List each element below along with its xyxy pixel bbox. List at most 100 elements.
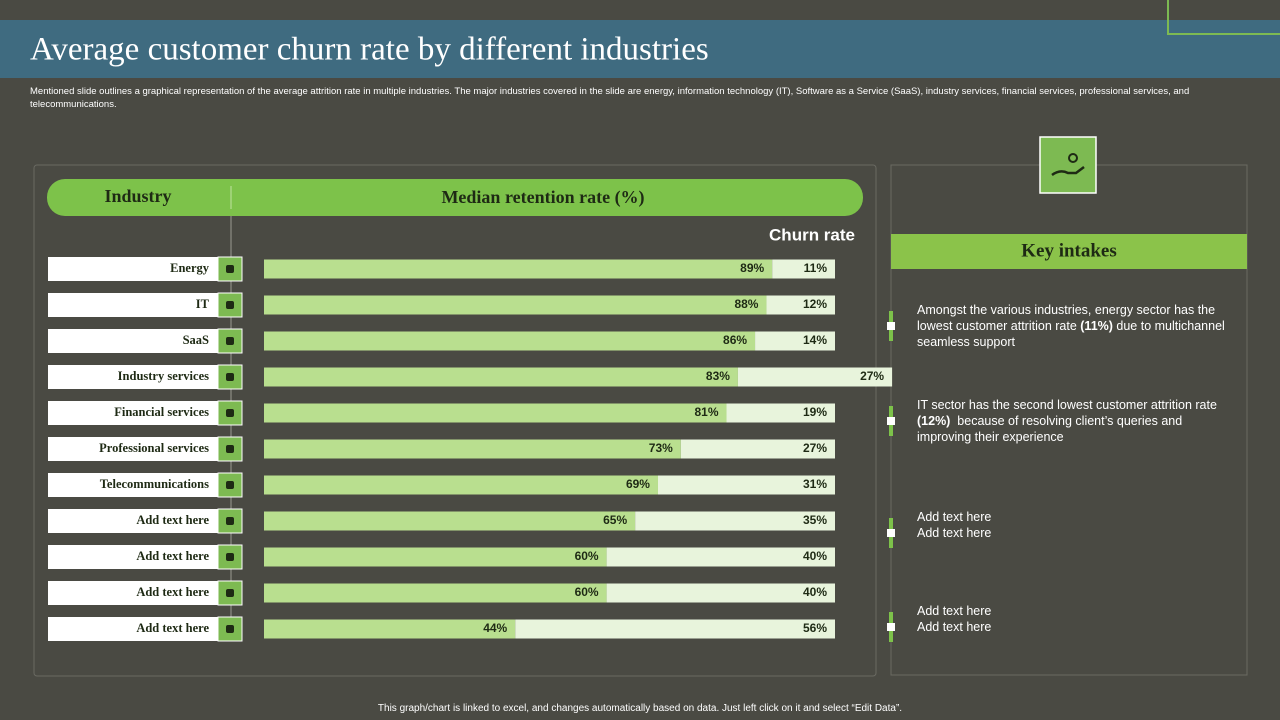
key-marker-dot <box>887 623 895 631</box>
category-box <box>48 509 218 533</box>
icon-glyph <box>226 481 234 489</box>
category-box <box>48 365 218 389</box>
category-box <box>48 257 218 281</box>
key-text: (12%) <box>917 414 951 428</box>
category-box <box>48 329 218 353</box>
icon-glyph <box>226 445 234 453</box>
category-box <box>48 293 218 317</box>
value-label: 14% <box>803 333 827 347</box>
key-text: IT sector has the second lowest customer… <box>917 398 1221 412</box>
churn-header: Churn rate <box>769 225 855 244</box>
title: Average customer churn rate by different… <box>30 32 709 68</box>
bar-segment <box>515 619 835 639</box>
bar-segment <box>264 403 727 423</box>
key-title: Key intakes <box>1021 240 1117 261</box>
icon-glyph <box>226 337 234 345</box>
value-label: 86% <box>723 333 747 347</box>
value-label: 12% <box>803 297 827 311</box>
icon-glyph <box>226 589 234 597</box>
key-marker-dot <box>887 322 895 330</box>
category-header: Industry <box>104 186 171 206</box>
category-label: Add text here <box>136 513 209 527</box>
footer: This graph/chart is linked to excel, and… <box>377 703 903 714</box>
value-label: 40% <box>803 585 827 599</box>
bar-segment <box>726 403 835 423</box>
icon-glyph <box>226 265 234 273</box>
key-text: Add text here <box>917 604 992 618</box>
bar-segment <box>264 475 658 495</box>
key-text: due to multichannel seamless support <box>917 319 1229 349</box>
value-label: 88% <box>734 297 758 311</box>
value-header: Median retention rate (%) <box>441 187 644 208</box>
bar-segment <box>264 511 636 531</box>
key-text: Amongst the various industries, energy s… <box>917 303 1219 333</box>
bar-segment <box>766 295 835 315</box>
category-label: Energy <box>170 261 210 275</box>
value-label: 11% <box>804 261 828 275</box>
icon-box <box>217 472 243 498</box>
category-box <box>48 437 218 461</box>
bar-segment <box>264 619 516 639</box>
value-label: 27% <box>803 441 827 455</box>
icon-glyph <box>226 409 234 417</box>
value-label: 89% <box>740 261 764 275</box>
title-band <box>0 20 1280 78</box>
category-box <box>48 545 218 569</box>
category-label: IT <box>196 297 210 311</box>
bar-segment <box>755 331 835 351</box>
bar-segment <box>264 331 756 351</box>
value-label: 83% <box>706 369 730 383</box>
key-text: Add text here <box>917 510 992 524</box>
icon-box <box>217 256 243 282</box>
category-label: Financial services <box>114 405 209 419</box>
corner-deco <box>1167 0 1280 35</box>
chart-panel <box>33 164 877 677</box>
category-label: Telecommunications <box>100 477 209 491</box>
value-label: 27% <box>860 369 884 383</box>
key-icon <box>1039 136 1097 194</box>
key-item: Add text here Add text here <box>917 509 1237 541</box>
bar-segment <box>635 511 835 531</box>
bar-segment <box>606 547 835 567</box>
value-label: 56% <box>803 621 827 635</box>
value-label: 31% <box>803 477 827 491</box>
subtitle: Mentioned slide outlines a graphical rep… <box>30 86 1190 110</box>
category-label: Add text here <box>136 585 209 599</box>
icon-glyph <box>226 625 234 633</box>
bar-segment <box>264 367 738 387</box>
key-item: Add text here Add text here <box>917 603 1237 635</box>
bar-segment <box>264 439 681 459</box>
key-header <box>891 234 1247 269</box>
icon-glyph <box>226 517 234 525</box>
bar-segment <box>606 583 835 603</box>
category-box <box>48 617 218 641</box>
icon-box <box>217 508 243 534</box>
key-item: IT sector has the second lowest customer… <box>917 397 1237 445</box>
category-label: Professional services <box>99 441 209 455</box>
key-item: Amongst the various industries, energy s… <box>917 302 1237 350</box>
hand-icon <box>1051 166 1085 177</box>
category-label: Add text here <box>136 621 209 635</box>
bar-segment <box>264 583 607 603</box>
key-text: because of resolving client’s queries an… <box>917 414 1186 444</box>
key-marker-dot <box>887 417 895 425</box>
key-text: Add text here <box>917 620 992 634</box>
bar-segment <box>680 439 835 459</box>
bar-segment <box>657 475 835 495</box>
key-text: (11%) <box>1080 319 1113 333</box>
bar-segment <box>737 367 893 387</box>
value-label: 65% <box>603 513 627 527</box>
value-label: 60% <box>575 585 599 599</box>
key-glyph <box>1068 153 1078 163</box>
key-text: Add text here <box>917 526 992 540</box>
header-pill <box>47 179 863 216</box>
category-label: SaaS <box>183 333 209 347</box>
icon-glyph <box>226 553 234 561</box>
value-label: 35% <box>803 513 827 527</box>
bar-segment <box>772 259 835 279</box>
category-label: Add text here <box>136 549 209 563</box>
value-label: 60% <box>575 549 599 563</box>
category-box <box>48 581 218 605</box>
